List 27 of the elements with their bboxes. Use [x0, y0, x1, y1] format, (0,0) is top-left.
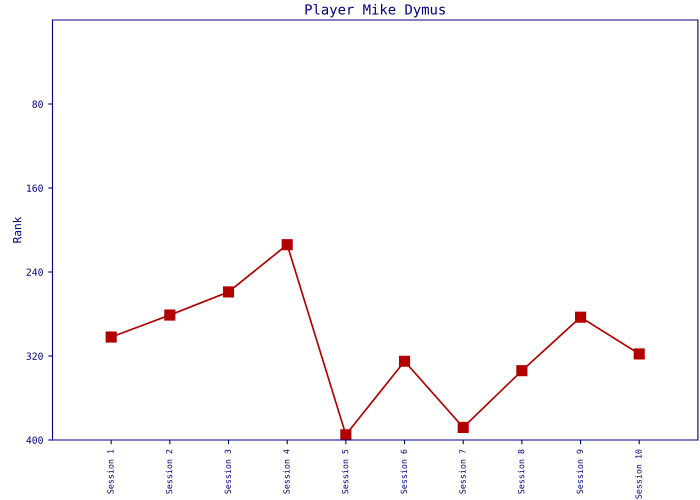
x-tick-label: Session 7	[459, 450, 466, 494]
point	[458, 422, 469, 433]
x-tick-label: Session 6	[400, 450, 407, 494]
x-tick-label: Session 2	[166, 450, 172, 494]
point	[222, 286, 234, 298]
point	[340, 429, 352, 440]
y-tick-label: 160	[27, 184, 43, 192]
point	[575, 312, 586, 323]
point	[516, 365, 528, 376]
y-tick-label: 320	[26, 352, 43, 360]
x-tick-label: Session 1	[107, 450, 114, 494]
x-tick-label: Session 9	[576, 450, 583, 494]
x-tick-label: Session 5	[342, 450, 348, 494]
x-tick-label: Session 10	[635, 450, 642, 499]
point	[164, 309, 176, 321]
point	[282, 239, 293, 250]
chart-title: Player Mike Dymus	[305, 4, 445, 18]
y-axis-title: Rank	[12, 216, 22, 243]
point	[106, 332, 117, 343]
y-tick-label: 400	[26, 436, 43, 444]
x-tick-label: Session 4	[283, 449, 290, 494]
y-tick-label: 80	[32, 100, 43, 108]
x-tick-label: Session 8	[518, 450, 524, 494]
point	[398, 356, 410, 367]
point	[634, 348, 645, 360]
x-tick-label: Session 3	[224, 450, 231, 494]
y-tick-label: 240	[26, 268, 43, 276]
